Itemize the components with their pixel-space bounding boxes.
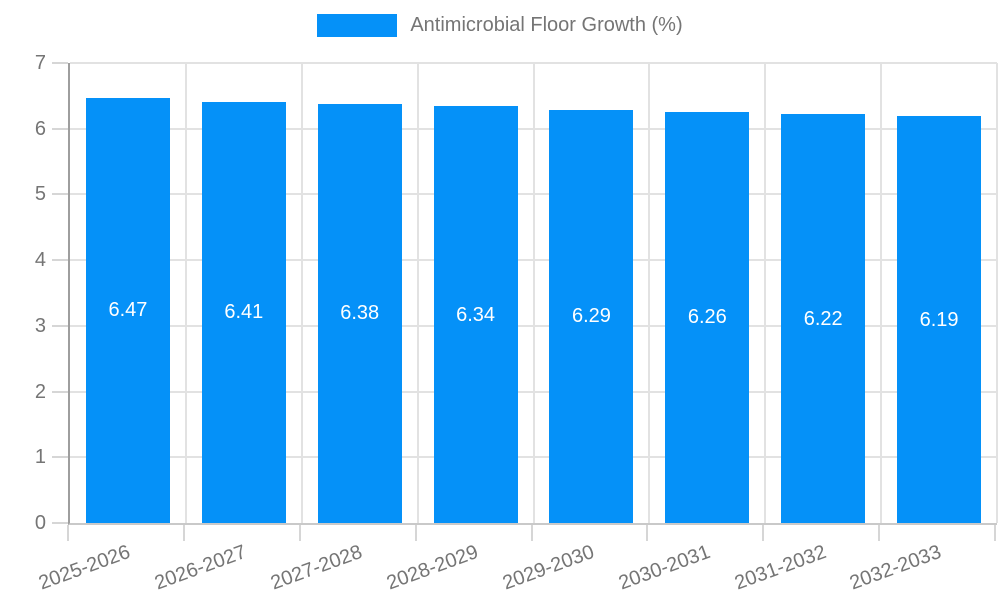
x-tick-mark — [298, 525, 301, 541]
x-tick-label: 2026-2027 — [151, 541, 250, 595]
y-tick-mark — [52, 390, 68, 393]
bar-2027-2028[interactable] — [317, 103, 402, 523]
y-tick-mark — [52, 522, 68, 524]
bar-2031-2032[interactable] — [781, 114, 866, 523]
x-tick-mark — [67, 525, 69, 541]
y-tick-mark — [52, 324, 68, 327]
bar-2025-2026[interactable] — [85, 97, 170, 523]
y-tick-mark — [52, 62, 68, 64]
y-tick-mark — [52, 456, 68, 459]
plot-area: 6.47 6.41 6.38 6.34 6.29 6.26 6.22 6.19 — [68, 62, 998, 525]
y-tick-label: 3 — [34, 314, 46, 337]
y-tick-mark — [52, 259, 68, 262]
gridline-v — [880, 63, 883, 523]
y-tick-label: 4 — [34, 249, 46, 272]
x-tick-mark — [646, 525, 649, 541]
y-tick-label: 7 — [34, 52, 46, 74]
x-tick-mark — [414, 525, 417, 541]
y-tick-label: 0 — [34, 512, 46, 534]
x-tick-label: 2029-2030 — [499, 541, 597, 595]
legend-swatch — [317, 14, 398, 37]
y-tick-label: 5 — [34, 183, 46, 206]
y-tick-label: 1 — [34, 446, 46, 469]
legend: Antimicrobial Floor Growth (%) — [0, 14, 1000, 37]
legend-item[interactable]: Antimicrobial Floor Growth (%) — [317, 14, 683, 37]
x-tick-label: 2027-2028 — [267, 541, 366, 595]
bar-2030-2031[interactable] — [665, 111, 750, 523]
x-tick-label: 2032-2033 — [847, 541, 945, 595]
y-tick-mark — [52, 193, 68, 196]
bar-2028-2029[interactable] — [433, 106, 518, 523]
y-tick-mark — [52, 127, 68, 130]
gridline-v — [300, 63, 303, 523]
x-tick-mark — [530, 525, 533, 541]
bar-2026-2027[interactable] — [201, 101, 286, 523]
legend-label: Antimicrobial Floor Growth (%) — [410, 14, 683, 36]
bar-2032-2033[interactable] — [897, 116, 982, 523]
x-tick-mark — [182, 525, 185, 541]
gridline-v — [764, 63, 767, 523]
y-tick-label: 6 — [34, 117, 46, 140]
x-tick-mark — [878, 525, 881, 541]
x-tick-label: 2031-2032 — [731, 541, 829, 595]
x-tick-label: 2028-2029 — [383, 541, 482, 595]
y-tick-label: 2 — [34, 380, 46, 403]
x-tick-mark — [762, 525, 765, 541]
gridline-v — [648, 63, 651, 523]
x-tick-mark — [994, 525, 996, 541]
gridline-v — [184, 63, 187, 523]
gridline-v — [532, 63, 535, 523]
x-tick-label: 2025-2026 — [36, 541, 134, 595]
bar-2029-2030[interactable] — [549, 109, 634, 523]
x-tick-label: 2030-2031 — [615, 541, 713, 595]
gridline-v — [996, 63, 998, 523]
gridline-v — [416, 63, 419, 523]
